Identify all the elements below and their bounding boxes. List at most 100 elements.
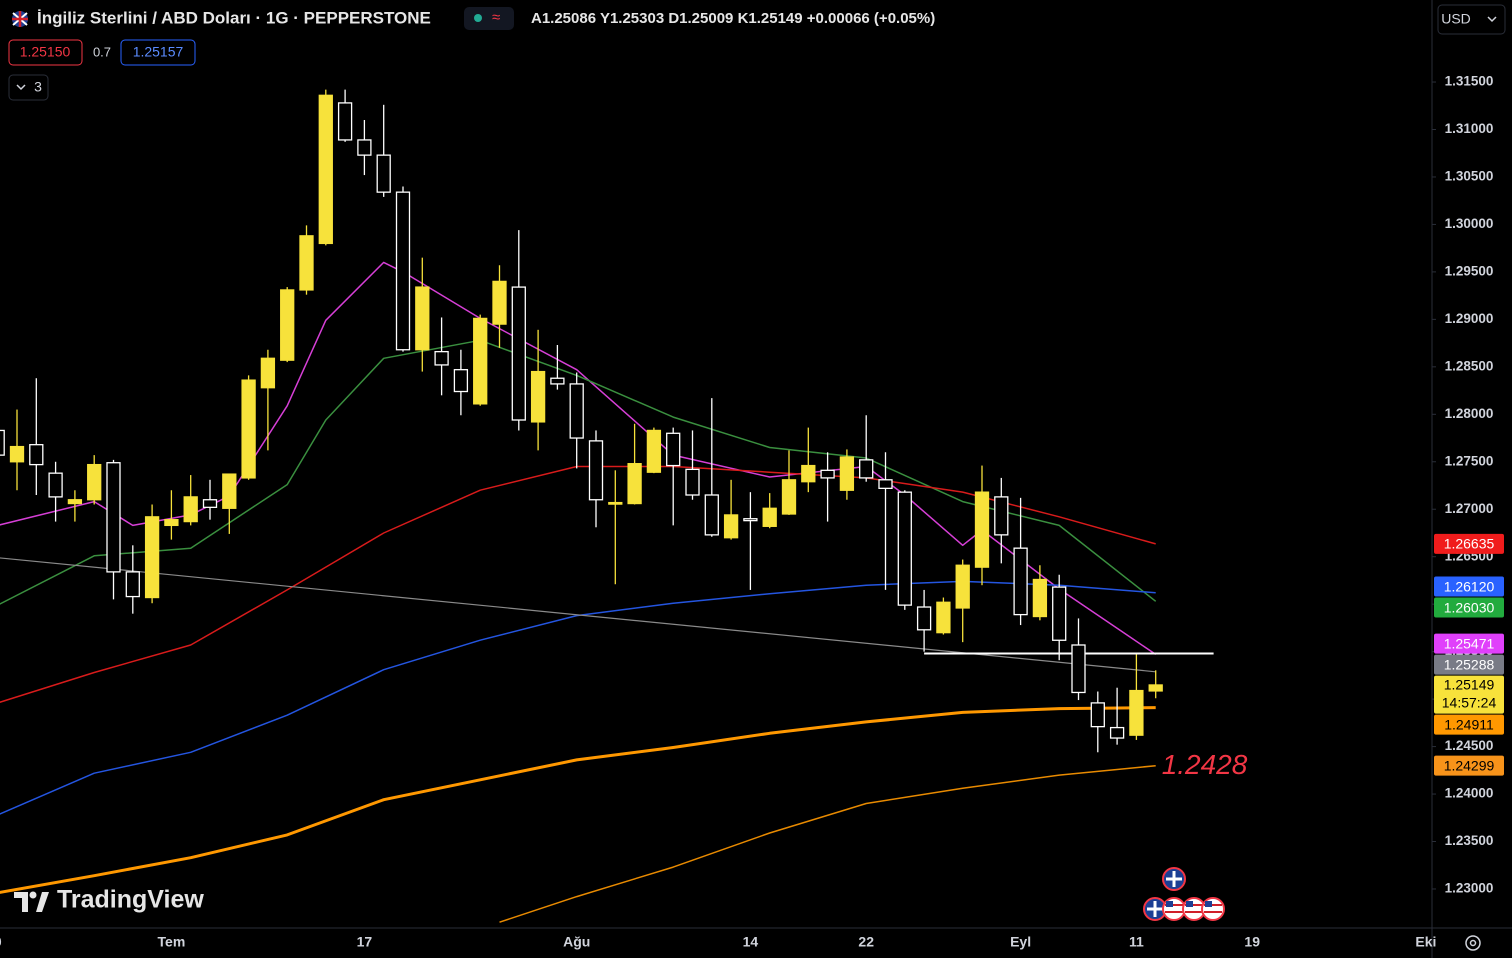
x-tick-label: 17 <box>357 934 373 950</box>
candle-body <box>395 191 411 351</box>
currency[interactable]: USD <box>1441 11 1471 27</box>
symbol-icon <box>12 11 28 27</box>
x-tick-label: Ağu <box>563 934 590 950</box>
indicators-toggle[interactable] <box>8 74 49 101</box>
y-tick-label: 1.30500 <box>1445 169 1494 184</box>
candle-body <box>376 154 391 193</box>
ask-price[interactable]: 1.25157 <box>133 44 184 60</box>
candle-body <box>704 494 719 536</box>
candle-body <box>859 459 874 479</box>
price-badge <box>1434 533 1504 554</box>
y-tick-label: 1.28500 <box>1445 358 1494 373</box>
candle-body <box>318 94 333 245</box>
candle-body <box>646 429 662 473</box>
y-tick-label: 1.31000 <box>1445 121 1494 136</box>
candle-body <box>280 289 295 361</box>
candle-body <box>994 496 1009 536</box>
event-flags[interactable] <box>1143 867 1225 921</box>
candle-body <box>164 519 179 527</box>
candle-body <box>916 606 932 631</box>
y-tick-label: 1.29000 <box>1445 311 1494 326</box>
candle-body <box>1013 547 1028 616</box>
candle-body <box>1052 586 1067 641</box>
price-badge <box>1434 654 1504 675</box>
candle-body <box>453 369 469 393</box>
candle-body <box>820 469 835 479</box>
candle-body <box>1071 644 1086 694</box>
candle-body <box>29 444 44 466</box>
x-tick-label: 11 <box>1129 934 1144 950</box>
price-badge-label: 1.24911 <box>1444 716 1494 732</box>
candle-body <box>974 491 990 568</box>
candle-body <box>125 571 140 598</box>
candle-body <box>260 357 276 389</box>
candle-body <box>1109 726 1125 739</box>
candle-body <box>202 499 218 508</box>
price-badge <box>1434 755 1504 776</box>
candle-body <box>723 514 739 539</box>
time-axis: 0 Tem 17 Ağu 14 22 Eyl 11 19 Eki <box>0 934 1436 950</box>
ask-box[interactable] <box>120 39 196 66</box>
candle-body <box>241 379 256 479</box>
x-tick-label: 14 <box>743 934 759 950</box>
candle-body <box>685 468 700 496</box>
y-tick-label: 1.23500 <box>1445 833 1494 848</box>
candle-body <box>550 377 565 385</box>
currency-chevron <box>1487 16 1497 23</box>
candle-body <box>569 383 584 439</box>
candle-body <box>222 473 237 509</box>
countdown: 14:57:24 <box>1442 694 1497 710</box>
candle-body <box>9 445 25 463</box>
plot-area: 1.2428 <box>0 89 1248 923</box>
candle-body <box>299 235 314 291</box>
price-axis: 1.31500 1.31000 1.30500 1.30000 1.29500 1.290… <box>1432 74 1504 896</box>
y-tick-label: 1.24500 <box>1445 738 1494 753</box>
candle-body <box>357 139 372 156</box>
indicators-count[interactable]: 3 <box>34 79 42 95</box>
price-badge-label: 1.26030 <box>1444 599 1495 615</box>
candle-body <box>955 564 970 609</box>
candle-body <box>801 464 816 483</box>
chevron-icon <box>16 84 26 91</box>
price-badge <box>1434 714 1504 735</box>
candle-body <box>839 456 855 491</box>
indicator-line <box>0 339 1157 605</box>
price-badge <box>1434 675 1504 714</box>
ohlc-values: A1.25086 Y1.25303 D1.25009 K1.25149 +0.0… <box>531 10 935 27</box>
delayed-icon: ≈ <box>492 9 500 26</box>
candle-body <box>608 501 623 505</box>
y-tick-label: 1.29500 <box>1445 263 1494 278</box>
price-annotation: 1.2428 <box>1162 749 1248 780</box>
price-badge-label: 1.26120 <box>1444 578 1495 594</box>
price-badge <box>1434 633 1504 654</box>
candle-body <box>936 601 951 634</box>
price-badge <box>1434 597 1504 618</box>
candle-body <box>762 507 777 527</box>
y-tick-label: 1.24000 <box>1445 786 1494 801</box>
y-tick-label: 1.28000 <box>1445 406 1494 421</box>
candle-body <box>897 491 912 606</box>
candle-body <box>337 102 353 141</box>
candle-body <box>530 370 546 423</box>
tradingview-logo <box>14 891 49 912</box>
market-open-dot <box>474 14 482 22</box>
x-tick-label: Tem <box>158 934 186 950</box>
candle-body <box>415 286 430 351</box>
x-tick-label: 0 <box>0 934 2 950</box>
price-badge-label: 1.25288 <box>1444 656 1495 672</box>
y-tick-label: 1.31500 <box>1445 74 1494 89</box>
bid-box[interactable] <box>8 39 83 66</box>
y-tick-label: 1.27500 <box>1445 453 1494 468</box>
candle-body <box>627 463 642 505</box>
spread: 0.7 <box>93 44 111 59</box>
candle-body <box>0 429 5 456</box>
candle-body <box>666 432 681 467</box>
y-tick-label: 1.30000 <box>1445 216 1494 231</box>
y-tick-label: 1.27000 <box>1445 501 1494 516</box>
bid-price[interactable]: 1.25150 <box>20 44 71 60</box>
settings-icon[interactable] <box>1465 935 1481 951</box>
currency-button[interactable] <box>1437 4 1506 35</box>
candle-body <box>473 317 488 405</box>
price-badge-label: 1.24299 <box>1444 757 1495 773</box>
